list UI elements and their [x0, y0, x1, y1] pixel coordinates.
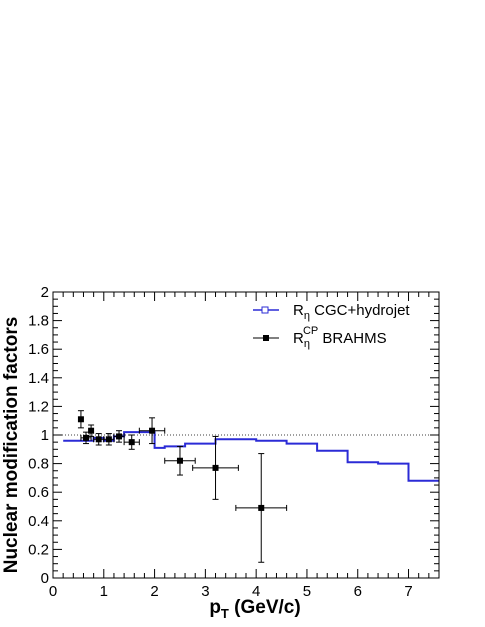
legend: Rη CGC+hydrojet RηCP BRAHMS	[253, 302, 410, 350]
square-marker	[149, 427, 156, 434]
data-point-brahms-2	[88, 424, 95, 437]
x-tick-label: 7	[404, 583, 412, 600]
legend-entry-cgc-hydrojet: Rη CGC+hydrojet	[253, 302, 410, 322]
square-marker	[128, 439, 135, 446]
data-point-brahms-1	[80, 431, 92, 445]
y-tick-label: 0.4	[28, 513, 49, 530]
x-axis-title-units: (GeV/c)	[229, 597, 301, 618]
x-tick-label: 1	[100, 583, 108, 600]
legend-label-subscript: η	[304, 338, 310, 350]
x-axis-title: pT (GeV/c)	[209, 597, 300, 621]
legend-label-main: R	[293, 330, 304, 347]
x-axis-title-subscript: T	[221, 606, 229, 621]
data-point-brahms-9	[192, 435, 239, 500]
legend-label-subscript: η	[304, 310, 310, 322]
data-point-brahms-6	[123, 434, 140, 450]
legend-label-superscript: CP	[303, 325, 318, 337]
square-marker	[95, 436, 102, 443]
y-tick-label: 0.2	[28, 541, 49, 558]
data-point-brahms-7	[138, 417, 166, 445]
axes: 0 1 2 3 4 5 6 7 0 0.2 0.4 0.6 0.8 1 1.2 1.4 1.6 1.8 2	[28, 284, 440, 600]
y-tick-label: 0.6	[28, 484, 49, 501]
x-tick-label: 2	[150, 583, 158, 600]
y-tick-label: 1.4	[28, 370, 49, 387]
legend-marker-cgc-hydrojet	[261, 306, 269, 314]
data-point-brahms-10	[235, 453, 288, 563]
y-tick-label: 2	[41, 284, 49, 301]
x-tick-label: 4	[252, 583, 260, 600]
legend-label-brahms: RηCP BRAHMS	[293, 325, 387, 350]
legend-label-rest: BRAHMS	[318, 330, 386, 347]
square-marker	[105, 436, 112, 443]
legend-label-main: R	[293, 302, 304, 319]
data-point-brahms-0	[77, 410, 84, 429]
y-tick-label: 0.8	[28, 456, 49, 473]
data-point-brahms-5	[113, 430, 125, 443]
square-marker	[116, 433, 123, 440]
x-tick-label: 5	[303, 583, 311, 600]
y-tick-label: 1.2	[28, 398, 49, 415]
square-marker	[88, 427, 95, 434]
x-tick-label: 6	[354, 583, 362, 600]
legend-marker-brahms	[263, 335, 269, 341]
data-point-brahms-8	[164, 445, 196, 476]
square-marker	[212, 464, 219, 471]
legend-label-cgc-hydrojet: Rη CGC+hydrojet	[293, 302, 410, 322]
series-cgc-hydrojet-histogram	[63, 431, 439, 482]
legend-entry-brahms: RηCP BRAHMS	[253, 325, 387, 350]
y-tick-label: 0	[41, 570, 49, 587]
square-marker	[258, 504, 265, 511]
square-marker	[83, 434, 90, 441]
legend-label-rest: CGC+hydrojet	[310, 302, 410, 319]
plot-area	[53, 410, 439, 563]
x-tick-label: 0	[49, 583, 57, 600]
y-tick-label: 1.6	[28, 341, 49, 358]
y-tick-label: 1.8	[28, 313, 49, 330]
square-marker	[77, 416, 84, 423]
y-axis-title: Nuclear modification factors	[1, 317, 22, 574]
x-tick-label: 3	[201, 583, 209, 600]
x-axis-title-main: p	[209, 597, 221, 618]
y-tick-label: 1	[41, 427, 49, 444]
square-marker	[176, 457, 183, 464]
